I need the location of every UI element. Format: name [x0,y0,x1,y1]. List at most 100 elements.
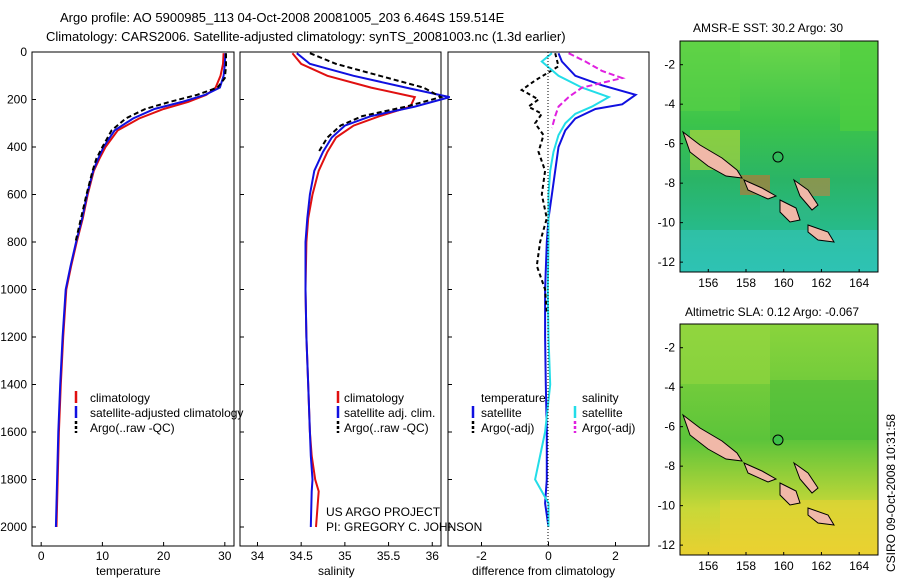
temperature-panel [31,51,235,547]
legend-satellite-adjusted: satellite-adjusted climatology [90,406,243,420]
salinity-profile-xtick-label-2: 35 [338,549,352,563]
legend-title-temperature: temperature [481,391,546,405]
salinity-profile-series-argo [309,52,444,153]
sst-map-xtick-label-1: 158 [736,276,756,290]
sla-island-2 [743,462,778,483]
temperature-profile-series-satellite-adjusted [54,53,227,528]
salinity-profile-xtick-label-3: 35.5 [377,549,401,563]
sla-map-ytick-label-0: -2 [664,341,675,355]
sla-map-frame [679,323,879,556]
legend-sal-argo: Argo(-adj) [582,421,635,435]
temperature-profile-series-argo [74,53,227,243]
sla-map-title: Altimetric SLA: 0.12 Argo: -0.067 [685,305,859,319]
depth-label-2: 400 [7,140,27,154]
salinity-xlabel: salinity [318,564,355,578]
sst-map-frame [679,40,879,273]
sla-map-xtick-label-3: 162 [811,559,831,573]
sst-map-ytick-label-0: -2 [664,58,675,72]
legend-sal-satellite: satellite [582,406,623,420]
sst-map-ytick-label-2: -6 [664,137,675,151]
temperature-profile-xtick-label-3: 30 [218,549,232,563]
salinity-panel [239,51,442,547]
sla-map-ytick-label-2: -6 [664,420,675,434]
sla-island-1 [681,413,743,462]
sst-map-axes: 156 158 160 162 164 -2 -4 -6 -8 -10 -12 [658,58,870,290]
legend-temp-argo: Argo(-adj) [481,421,534,435]
difference-profile-series-salinity-argo [550,52,626,129]
project-note-line-2: PI: GREGORY C. JOHNSON [326,520,482,534]
title-line-1: Argo profile: AO 5900985_113 04-Oct-2008… [60,10,505,25]
sst-argo-marker [772,151,784,163]
sst-map-ytick-label-4: -10 [658,216,676,230]
depth-label-9: 1800 [0,473,27,487]
depth-axis: 0 200 400 600 800 1000 1200 1400 1600 1800 2000 [0,45,27,534]
temperature-profile-xtick-label-1: 10 [96,549,110,563]
project-note-line-1: US ARGO PROJECT [326,505,441,519]
legend-climatology: climatology [90,391,150,405]
legend-temp-satellite: satellite [481,406,522,420]
legend-climatology-sal: climatology [344,391,404,405]
sla-map-ytick-label-3: -8 [664,459,675,473]
sst-map-xtick-label-2: 160 [774,276,794,290]
difference-profile-xtick-label-0: -2 [476,549,487,563]
sla-map-xtick-label-2: 160 [774,559,794,573]
sst-map-xtick-label-3: 162 [811,276,831,290]
sla-argo-marker [772,434,784,446]
difference-legend: temperature salinity satellite Argo(-adj… [471,391,635,435]
legend-argo: Argo(..raw -QC) [90,421,175,435]
depth-label-1: 200 [7,93,27,107]
sst-map-ytick-label-1: -4 [664,97,675,111]
legend-satellite-sal: satellite adj. clim. [344,406,435,420]
temperature-profile-xtick-label-2: 20 [157,549,171,563]
sst-island-5 [807,224,835,243]
salinity-profile-xtick-label-4: 36 [426,549,440,563]
difference-profile-series-salinity-satellite [534,52,612,527]
temperature-profile-series-climatology [55,53,225,528]
sst-map-xtick-label-0: 156 [698,276,718,290]
depth-label-10: 2000 [0,520,27,534]
depth-label-7: 1400 [0,378,27,392]
difference-profile-xtick-label-2: 2 [612,549,619,563]
salinity-profile-xtick-label-0: 34 [251,549,265,563]
sla-island-4 [792,461,819,494]
side-label: CSIRO 09-Oct-2008 10:31:58 [884,414,898,572]
sla-map-ytick-label-5: -12 [658,538,676,552]
sst-island-4 [792,178,819,211]
sst-map-ytick-label-5: -12 [658,255,676,269]
salinity-profile-series-satellite-adjusted [296,52,450,528]
sst-map-xtick-label-4: 164 [849,276,869,290]
temperature-legend: climatology satellite-adjusted climatolo… [74,391,243,435]
depth-label-4: 800 [7,235,27,249]
difference-profile-xtick-label-1: 0 [545,549,552,563]
depth-label-5: 1000 [0,283,27,297]
salinity-legend: climatology satellite adj. clim. Argo(..… [336,391,435,435]
salinity-profile-xtick-label-1: 34.5 [289,549,313,563]
sla-map [680,324,878,555]
sst-map [680,41,878,272]
depth-label-8: 1600 [0,425,27,439]
sla-map-axes: 156 158 160 162 164 -2 -4 -6 -8 -10 -12 [658,341,870,573]
depth-label-6: 1200 [0,330,27,344]
sst-map-title: AMSR-E SST: 30.2 Argo: 30 [693,21,843,35]
sla-island-3 [779,482,801,506]
sla-island-5 [807,507,835,526]
sst-island-2 [743,179,778,200]
sla-map-xtick-label-0: 156 [698,559,718,573]
sst-island-1 [681,130,743,179]
temperature-xlabel: temperature [96,564,161,578]
depth-label-0: 0 [20,45,27,59]
sla-map-ytick-label-4: -10 [658,499,676,513]
sla-map-ytick-label-1: -4 [664,380,675,394]
sla-map-xtick-label-4: 164 [849,559,869,573]
legend-title-salinity: salinity [582,391,619,405]
title-line-2: Climatology: CARS2006. Satellite-adjuste… [46,29,566,44]
difference-xlabel: difference from climatology [472,564,615,578]
sst-island-3 [779,199,801,223]
temperature-profile-xtick-label-0: 0 [38,549,45,563]
difference-profile-series-temperature-argo [519,52,560,314]
legend-argo-sal: Argo(..raw -QC) [344,421,429,435]
sla-map-xtick-label-1: 158 [736,559,756,573]
difference-profile-series-temperature-satellite [544,52,638,528]
sst-map-ytick-label-3: -8 [664,176,675,190]
